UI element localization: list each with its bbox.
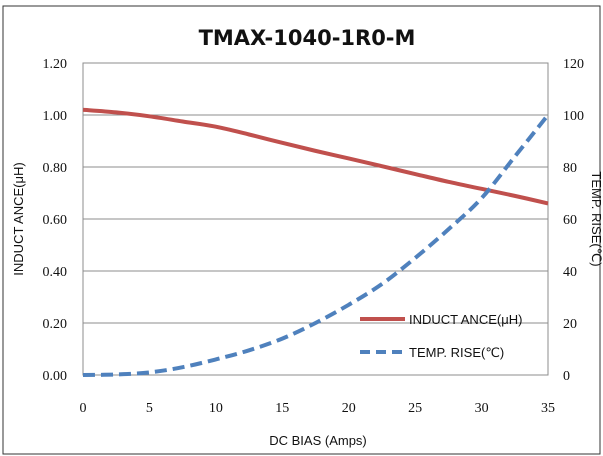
y2-tick-label: 80 xyxy=(563,161,577,176)
x-axis-label: DC BIAS (Amps) xyxy=(269,433,367,448)
chart-title: TMAX-1040-1R0-M xyxy=(199,26,416,50)
x-tick-label: 10 xyxy=(209,401,223,416)
x-tick-label: 5 xyxy=(146,401,153,416)
y-tick-label: 0.80 xyxy=(43,161,68,176)
legend-label-temp-rise: TEMP. RISE(℃) xyxy=(409,345,504,360)
y-tick-label: 0.60 xyxy=(43,213,68,228)
x-tick-label: 30 xyxy=(475,401,489,416)
y-tick-label: 0.00 xyxy=(43,369,68,384)
y2-tick-label: 0 xyxy=(563,369,570,384)
axis-ticks: 0.000.200.400.600.801.001.20020406080100… xyxy=(43,57,585,416)
y-tick-label: 1.20 xyxy=(43,57,68,72)
legend: INDUCT ANCE(μH) TEMP. RISE(℃) xyxy=(360,312,522,360)
x-tick-label: 35 xyxy=(541,401,555,416)
y-tick-label: 1.00 xyxy=(43,109,68,124)
y2-tick-label: 40 xyxy=(563,265,577,280)
y2-tick-label: 100 xyxy=(563,109,584,124)
series-line-temp-rise xyxy=(82,113,550,377)
y2-tick-label: 20 xyxy=(563,317,577,332)
x-tick-label: 20 xyxy=(342,401,356,416)
y2-axis-label: TEMP. RISE(℃) xyxy=(589,171,603,266)
series-lines xyxy=(82,107,550,377)
x-tick-label: 15 xyxy=(275,401,289,416)
y2-tick-label: 60 xyxy=(563,213,577,228)
x-tick-label: 25 xyxy=(408,401,422,416)
grid-lines xyxy=(83,114,548,324)
series-line-inductance xyxy=(82,107,549,206)
y-tick-label: 0.40 xyxy=(43,265,68,280)
legend-label-inductance: INDUCT ANCE(μH) xyxy=(409,312,522,327)
y-axis-label: INDUCT ANCE(μH) xyxy=(11,162,26,275)
y-tick-label: 0.20 xyxy=(43,317,68,332)
x-tick-label: 0 xyxy=(80,401,87,416)
y2-tick-label: 120 xyxy=(563,57,584,72)
